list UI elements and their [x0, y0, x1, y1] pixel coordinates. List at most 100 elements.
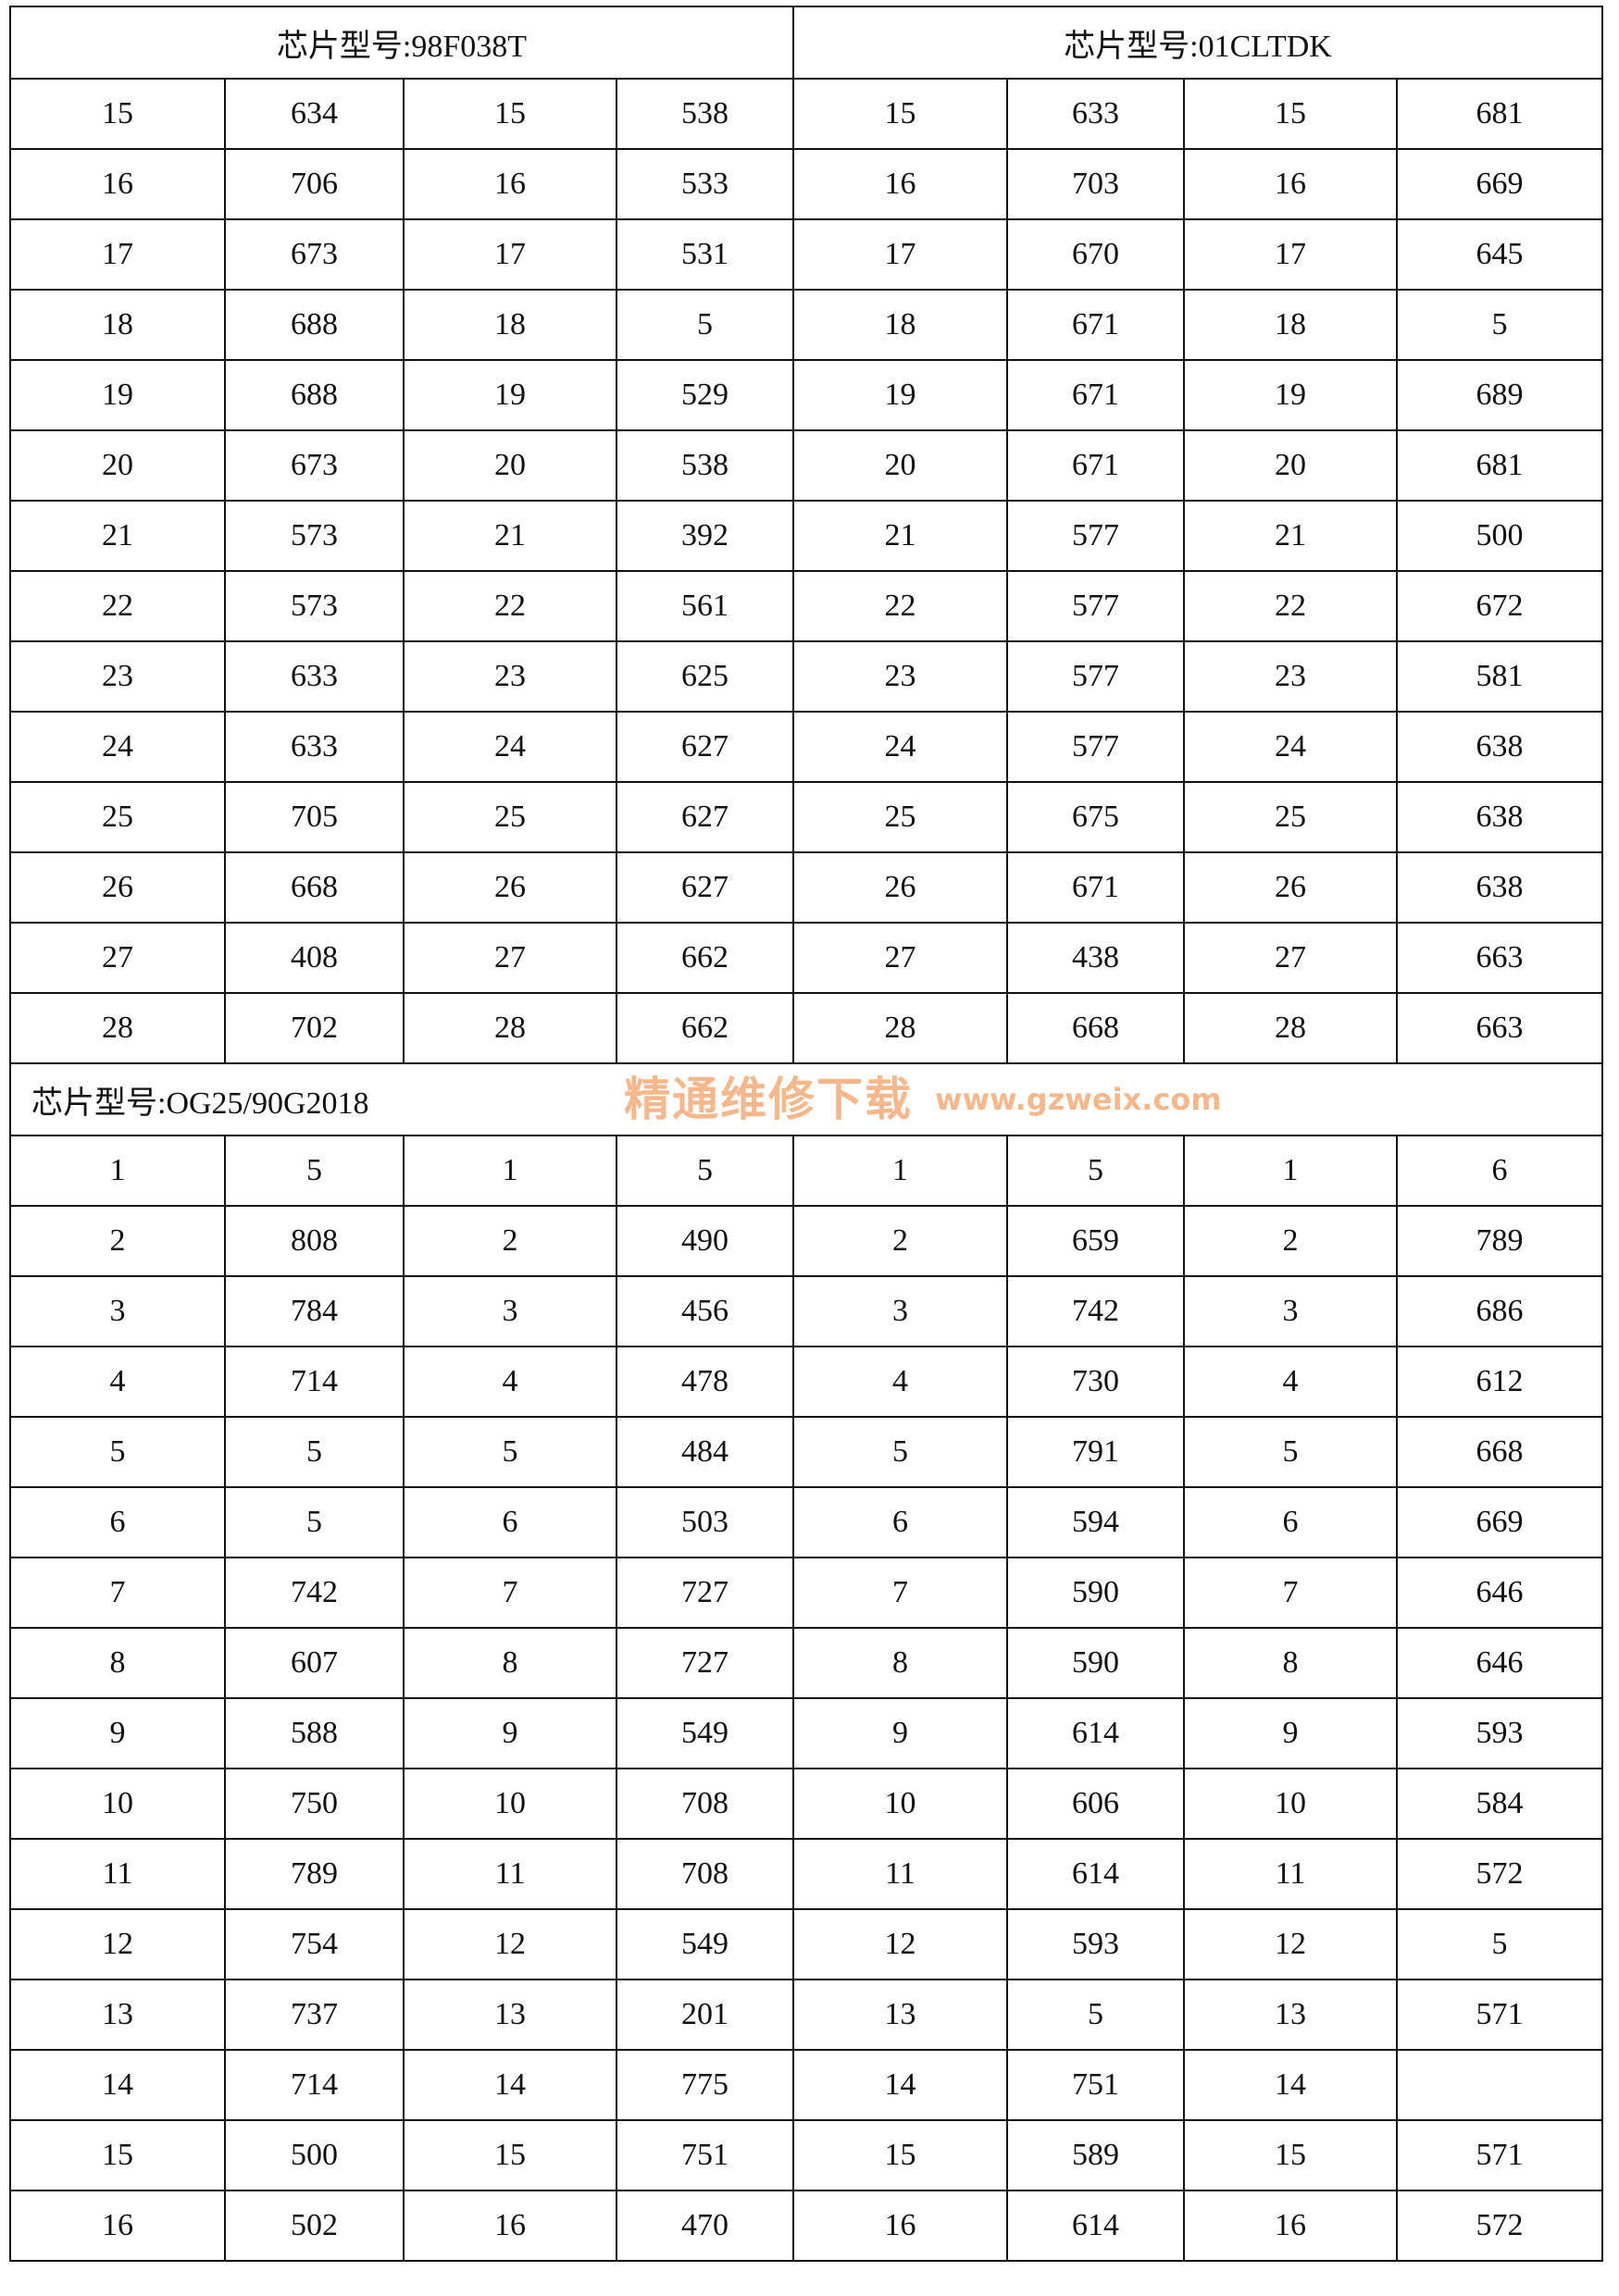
- value-cell: 573: [224, 500, 405, 572]
- value-cell: 5: [224, 1416, 405, 1488]
- pin-number-cell: 16: [403, 148, 617, 220]
- pin-number-cell: 12: [403, 1908, 617, 1980]
- value-cell: 438: [1006, 922, 1185, 994]
- pin-number-cell: 5: [9, 1416, 226, 1488]
- table-row: 23 633 23 625 23 577 23 581: [9, 640, 1604, 713]
- pin-number-cell: 26: [403, 851, 617, 924]
- pin-number-cell: 12: [1183, 1908, 1398, 1980]
- value-cell: 702: [224, 992, 405, 1064]
- pin-number-cell: 4: [9, 1346, 226, 1418]
- chip-model-98f038t-title: 芯片型号:98F038T: [9, 6, 794, 80]
- value-cell: 500: [224, 2119, 405, 2191]
- pin-number-cell: 5: [403, 1416, 617, 1488]
- value-cell: 5: [616, 289, 794, 361]
- table-row: 4 714 4 478 4 730 4 612: [9, 1346, 1604, 1418]
- value-cell: 663: [1395, 922, 1604, 994]
- pin-number-cell: 23: [403, 640, 617, 713]
- pin-number-cell: 14: [792, 2049, 1008, 2121]
- value-cell: 5: [224, 1486, 405, 1558]
- value-cell: 705: [224, 781, 405, 853]
- pin-number-cell: 23: [792, 640, 1008, 713]
- value-cell: 659: [1006, 1205, 1185, 1277]
- value-cell: 646: [1395, 1557, 1604, 1629]
- pin-number-cell: 18: [9, 289, 226, 361]
- value-cell: 549: [616, 1908, 794, 1980]
- pin-number-cell: 28: [403, 992, 617, 1064]
- pin-number-cell: 17: [792, 218, 1008, 291]
- pin-number-cell: 26: [9, 851, 226, 924]
- pin-number-cell: 1: [9, 1135, 226, 1207]
- value-cell: 671: [1006, 429, 1185, 502]
- pin-number-cell: 25: [1183, 781, 1398, 853]
- value-cell: 502: [224, 2190, 405, 2262]
- table-row: 3 784 3 456 3 742 3 686: [9, 1275, 1604, 1347]
- value-cell: 5: [1006, 1135, 1185, 1207]
- value-cell: 789: [1395, 1205, 1604, 1277]
- value-cell: 688: [224, 359, 405, 431]
- value-cell: 607: [224, 1627, 405, 1699]
- pin-number-cell: 1: [1183, 1135, 1398, 1207]
- pin-number-cell: 9: [792, 1697, 1008, 1769]
- pin-number-cell: 13: [1183, 1979, 1398, 2051]
- pin-number-cell: 16: [1183, 148, 1398, 220]
- value-cell: 737: [224, 1979, 405, 2051]
- table-row: 15 634 15 538 15 633 15 681: [9, 78, 1604, 150]
- table-row: 13 737 13 201 13 5 13 571: [9, 1979, 1604, 2051]
- value-cell: 730: [1006, 1346, 1185, 1418]
- pin-number-cell: 13: [403, 1979, 617, 2051]
- pin-number-cell: 2: [9, 1205, 226, 1277]
- value-cell: 612: [1395, 1346, 1604, 1418]
- pin-number-cell: 17: [9, 218, 226, 291]
- pin-number-cell: 25: [792, 781, 1008, 853]
- table-row: 16 706 16 533 16 703 16 669: [9, 148, 1604, 220]
- value-cell: 531: [616, 218, 794, 291]
- table-row: 21 573 21 392 21 577 21 500: [9, 500, 1604, 572]
- value-cell: 614: [1006, 1838, 1185, 1910]
- table-row: 10 750 10 708 10 606 10 584: [9, 1768, 1604, 1840]
- value-cell: 670: [1006, 218, 1185, 291]
- table-row: 18 688 18 5 18 671 18 5: [9, 289, 1604, 361]
- table-row: 11 789 11 708 11 614 11 572: [9, 1838, 1604, 1910]
- pin-number-cell: 15: [1183, 78, 1398, 150]
- section-header-row: 芯片型号:OG25/90G2018 精通维修下载 www.gzweix.com: [8, 1062, 1604, 1136]
- value-cell: 638: [1395, 711, 1604, 783]
- pin-number-cell: 16: [403, 2190, 617, 2262]
- value-cell: 594: [1006, 1486, 1185, 1558]
- value-cell: 668: [1395, 1416, 1604, 1488]
- chip-model-og25-title: 芯片型号:OG25/90G2018: [31, 1086, 369, 1121]
- pin-number-cell: 3: [9, 1275, 226, 1347]
- value-cell: 5: [616, 1135, 794, 1207]
- value-cell: 571: [1395, 2119, 1604, 2191]
- pin-number-cell: 6: [9, 1486, 226, 1558]
- table-row: 7 742 7 727 7 590 7 646: [9, 1557, 1604, 1629]
- value-cell: 484: [616, 1416, 794, 1488]
- value-cell: 533: [616, 148, 794, 220]
- value-cell: 645: [1395, 218, 1604, 291]
- value-cell: 503: [616, 1486, 794, 1558]
- value-cell: 675: [1006, 781, 1185, 853]
- pin-number-cell: 8: [792, 1627, 1008, 1699]
- table-row: 2 808 2 490 2 659 2 789: [9, 1205, 1604, 1277]
- value-cell: 671: [1006, 289, 1185, 361]
- value-cell: 671: [1006, 851, 1185, 924]
- value-cell: 588: [224, 1697, 405, 1769]
- pin-number-cell: 11: [792, 1838, 1008, 1910]
- value-cell: 5: [224, 1135, 405, 1207]
- value-cell: 5: [1006, 1979, 1185, 2051]
- value-cell: 708: [616, 1838, 794, 1910]
- pin-number-cell: 1: [403, 1135, 617, 1207]
- value-cell: 572: [1395, 1838, 1604, 1910]
- table-row: 22 573 22 561 22 577 22 672: [9, 570, 1604, 642]
- value-cell: 571: [1395, 1979, 1604, 2051]
- value-cell: 646: [1395, 1627, 1604, 1699]
- pin-number-cell: 27: [9, 922, 226, 994]
- pin-number-cell: 6: [792, 1486, 1008, 1558]
- value-cell: 638: [1395, 781, 1604, 853]
- value-cell: 662: [616, 992, 794, 1064]
- table-row: 12 754 12 549 12 593 12 5: [9, 1908, 1604, 1980]
- pin-number-cell: 16: [1183, 2190, 1398, 2262]
- pin-number-cell: 15: [9, 78, 226, 150]
- value-cell: 456: [616, 1275, 794, 1347]
- pin-number-cell: 7: [403, 1557, 617, 1629]
- value-cell: 593: [1006, 1908, 1185, 1980]
